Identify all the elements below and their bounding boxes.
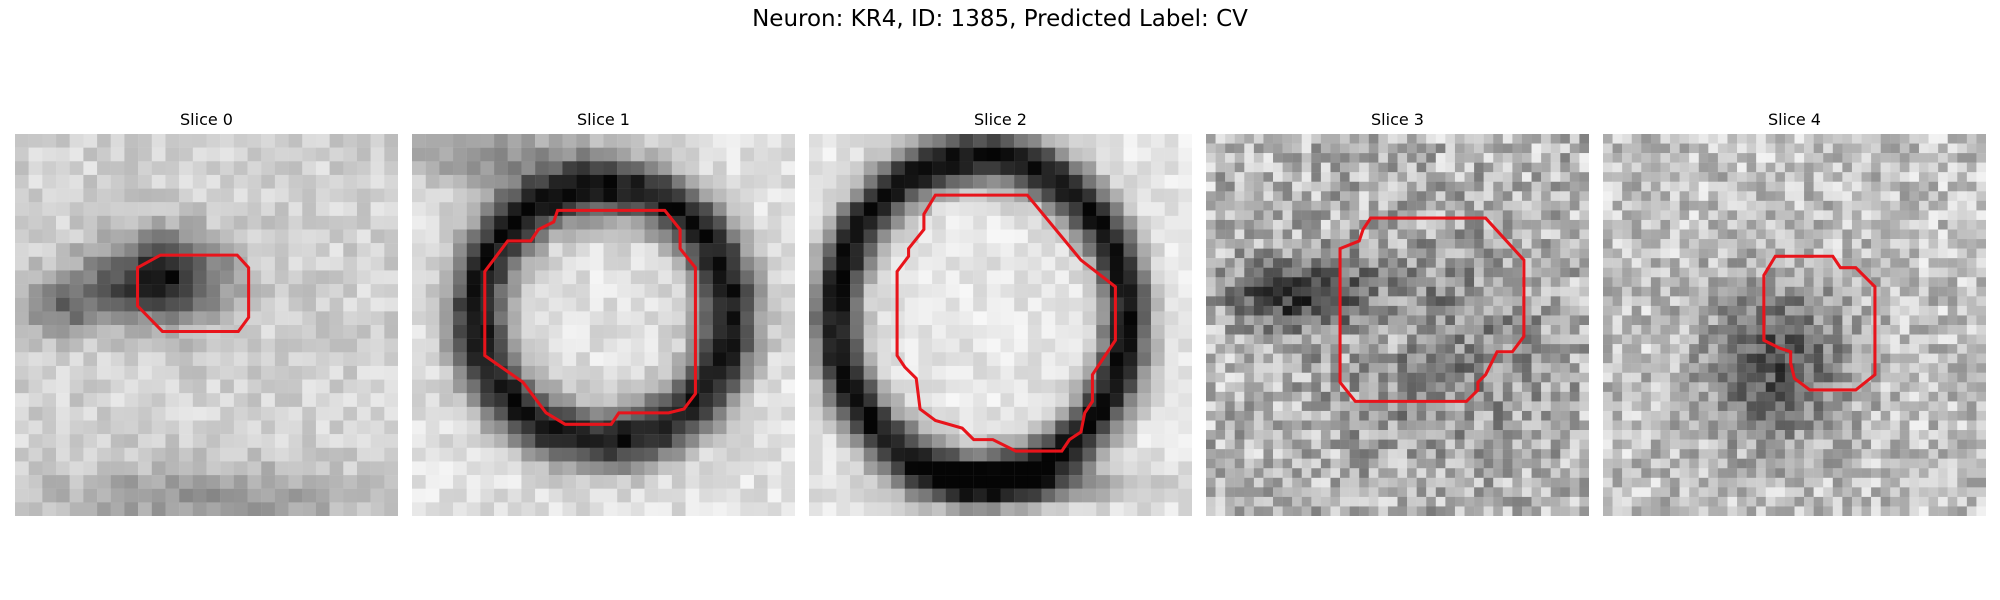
slice-image	[1603, 134, 1986, 516]
slice-title: Slice 4	[1768, 110, 1821, 129]
roi-contour	[895, 193, 1117, 453]
pixel-grid	[15, 134, 398, 516]
pixel-grid	[412, 134, 795, 516]
slice-title: Slice 1	[577, 110, 630, 129]
slice-panel-3: Slice 3	[1206, 108, 1589, 516]
slice-image	[809, 134, 1192, 516]
slice-image	[1206, 134, 1589, 516]
slice-title: Slice 3	[1371, 110, 1424, 129]
slice-panel-2: Slice 2	[809, 108, 1192, 516]
slice-title: Slice 0	[180, 110, 233, 129]
pixel-grid	[1603, 134, 1986, 516]
slice-panel-0: Slice 0	[15, 108, 398, 516]
pixel-grid	[1206, 134, 1589, 516]
slice-image	[15, 134, 398, 516]
pixel-grid	[809, 134, 1192, 516]
roi-contour	[483, 208, 697, 426]
roi-contour	[1338, 216, 1526, 403]
slice-image	[412, 134, 795, 516]
figure-title: Neuron: KR4, ID: 1385, Predicted Label: …	[752, 6, 1248, 32]
slice-panel-4: Slice 4	[1603, 108, 1986, 516]
roi-contour	[136, 253, 251, 334]
slice-title: Slice 2	[974, 110, 1027, 129]
slice-panel-1: Slice 1	[412, 108, 795, 516]
roi-contour	[1762, 254, 1877, 392]
